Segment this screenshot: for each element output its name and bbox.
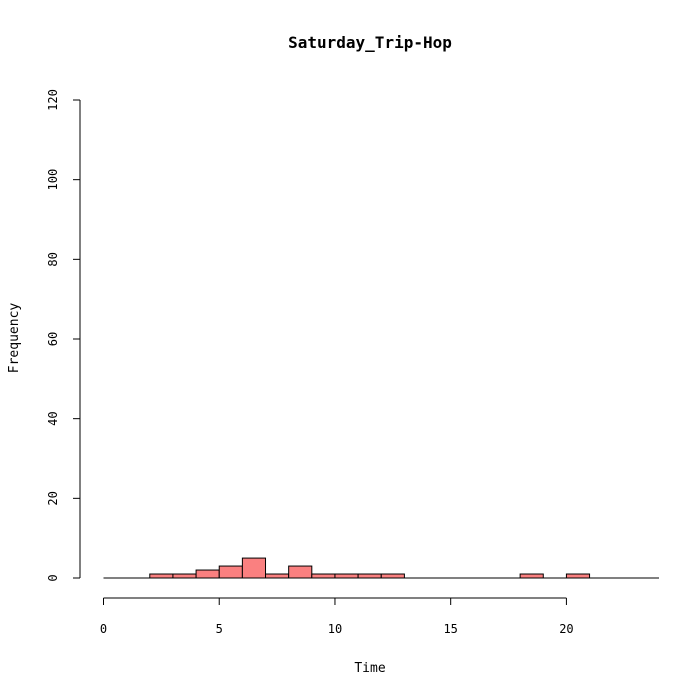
histogram-bar [357, 573, 382, 579]
histogram-bar [311, 573, 336, 579]
y-tick-label: 100 [46, 169, 60, 191]
y-tick-label: 80 [46, 252, 60, 266]
histogram-bar [172, 573, 197, 579]
y-tick-label: 120 [46, 89, 60, 111]
x-tick-label: 20 [559, 622, 573, 636]
bars-group [149, 557, 591, 579]
x-tick-label: 15 [443, 622, 457, 636]
y-tick-label: 40 [46, 411, 60, 425]
histogram-bar [218, 565, 243, 579]
y-axis: 0 20 40 60 80 100 120 [46, 89, 81, 582]
chart-title: Saturday_Trip-Hop [288, 33, 452, 52]
y-axis-label: Frequency [7, 303, 22, 374]
histogram-bar [195, 569, 220, 579]
x-tick-label: 10 [328, 622, 342, 636]
histogram-bar [149, 573, 174, 579]
x-axis: 0 5 10 15 20 [100, 597, 574, 636]
y-tick-label: 60 [46, 332, 60, 346]
y-tick-label: 0 [46, 574, 60, 581]
x-tick-label: 0 [100, 622, 107, 636]
histogram-bar [519, 573, 544, 579]
y-tick-label: 20 [46, 491, 60, 505]
histogram-bar [288, 565, 313, 579]
histogram-bar [565, 573, 591, 579]
x-tick-label: 5 [216, 622, 223, 636]
histogram-bar [241, 557, 267, 579]
histogram-bar [265, 573, 290, 579]
histogram-bar [334, 573, 359, 579]
histogram-bar [380, 573, 405, 579]
x-axis-label: Time [354, 661, 385, 676]
